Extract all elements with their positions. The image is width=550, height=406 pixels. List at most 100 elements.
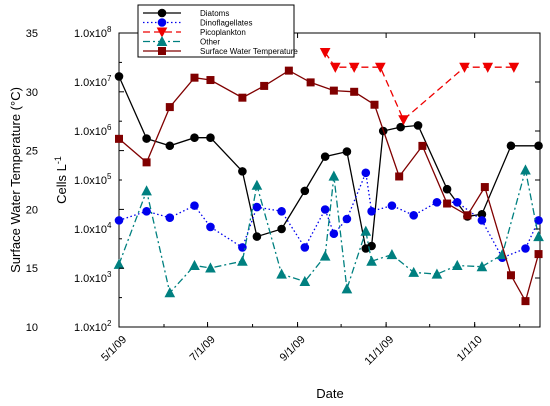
legend-label: Diatoms xyxy=(200,9,229,18)
data-point-dinoflagellates xyxy=(142,206,151,216)
right-y-tick-exponent: 4 xyxy=(107,221,112,230)
data-point-diatoms xyxy=(277,224,286,234)
right-y-tick-label: 1.0x106 xyxy=(74,123,112,138)
x-tick-label: 1/1/10 xyxy=(455,334,485,364)
data-point-other xyxy=(328,170,340,181)
legend-entry-surface-water-temperature: Surface Water Temperature xyxy=(143,47,298,56)
data-point-diatoms xyxy=(442,184,452,194)
legend-label: Surface Water Temperature xyxy=(200,47,298,56)
legend-marker xyxy=(156,27,168,38)
right-y-tick-base: 1.0x10 xyxy=(74,273,107,285)
data-point-other xyxy=(251,179,263,190)
data-point-diatoms xyxy=(190,133,199,142)
data-point-dinoflagellates xyxy=(329,229,339,239)
data-point-diatoms xyxy=(238,167,247,176)
right-y-axis: 1.0x1021.0x1031.0x1041.0x1051.0x1061.0x1… xyxy=(74,25,540,334)
data-point-other xyxy=(451,259,463,270)
data-point-surface-water-temperature xyxy=(115,134,123,143)
right-y-tick-exponent: 6 xyxy=(107,123,112,132)
left-y-tick-label: 15 xyxy=(26,263,38,275)
x-tick-label: 5/1/09 xyxy=(99,334,129,364)
data-point-surface-water-temperature xyxy=(395,172,404,181)
data-point-dinoflagellates xyxy=(114,216,124,225)
x-tick-label: 9/1/09 xyxy=(278,334,308,364)
data-point-diatoms xyxy=(142,134,151,143)
series-picoplankton xyxy=(319,47,520,126)
data-point-other xyxy=(366,255,377,266)
data-point-surface-water-temperature xyxy=(480,183,489,192)
left-y-tick-label: 20 xyxy=(26,204,38,216)
legend-entry-picoplankton: Picoplankton xyxy=(143,27,246,38)
series-line-other xyxy=(118,169,540,295)
series-line-surface-water-temperature xyxy=(118,69,540,303)
data-point-other xyxy=(237,255,248,266)
data-point-other xyxy=(189,259,200,270)
data-point-dinoflagellates xyxy=(432,198,442,207)
left-y-tick-label: 25 xyxy=(26,146,38,158)
right-y-axis-title-exp: -1 xyxy=(53,156,63,164)
data-point-other xyxy=(276,268,287,279)
series-other xyxy=(113,164,544,298)
data-point-other xyxy=(299,275,311,286)
right-y-tick-base: 1.0x10 xyxy=(74,175,107,187)
right-y-tick-exponent: 2 xyxy=(107,319,112,328)
series-surface-water-temperature xyxy=(115,66,543,306)
right-y-tick-base: 1.0x10 xyxy=(74,28,107,40)
data-point-surface-water-temperature xyxy=(329,86,338,95)
data-point-other xyxy=(476,261,488,272)
right-y-tick-label: 1.0x103 xyxy=(74,270,112,285)
data-point-surface-water-temperature xyxy=(350,87,359,96)
data-point-diatoms xyxy=(300,186,310,196)
data-point-picoplankton xyxy=(374,62,386,73)
legend: DiatomsDinoflagellatesPicoplanktonOtherS… xyxy=(137,4,298,58)
right-y-tick-exponent: 3 xyxy=(107,270,112,279)
data-point-diatoms xyxy=(506,141,516,151)
data-point-other xyxy=(205,262,216,273)
data-point-picoplankton xyxy=(482,62,494,73)
data-point-diatoms xyxy=(252,232,262,241)
legend-marker xyxy=(157,8,167,18)
legend-entry-diatoms: Diatoms xyxy=(143,8,229,18)
data-point-diatoms xyxy=(206,133,215,142)
legend-entry-other: Other xyxy=(143,35,220,47)
data-point-picoplankton xyxy=(319,47,331,59)
data-point-surface-water-temperature xyxy=(521,297,530,306)
data-point-surface-water-temperature xyxy=(284,66,293,75)
data-point-surface-water-temperature xyxy=(142,158,151,167)
data-point-surface-water-temperature xyxy=(260,81,269,90)
data-point-diatoms xyxy=(413,121,423,130)
data-point-dinoflagellates xyxy=(206,222,215,232)
data-point-dinoflagellates xyxy=(165,213,175,223)
data-point-dinoflagellates xyxy=(361,168,371,178)
legend-label: Dinoflagellates xyxy=(200,19,252,28)
data-point-dinoflagellates xyxy=(252,202,262,212)
data-point-surface-water-temperature xyxy=(165,103,174,112)
data-point-surface-water-temperature xyxy=(506,271,515,280)
left-y-tick-label: 10 xyxy=(26,322,38,334)
data-point-dinoflagellates xyxy=(367,206,376,216)
data-point-other xyxy=(113,258,125,269)
data-point-surface-water-temperature xyxy=(190,73,199,82)
data-point-dinoflagellates xyxy=(320,205,330,214)
data-point-other xyxy=(164,287,176,298)
legend-label: Other xyxy=(200,38,220,47)
data-point-picoplankton xyxy=(348,62,360,73)
right-y-tick-label: 1.0x104 xyxy=(74,221,112,236)
data-point-dinoflagellates xyxy=(300,243,310,252)
x-tick-label: 7/1/09 xyxy=(188,334,218,364)
data-point-dinoflagellates xyxy=(477,216,487,225)
right-y-tick-exponent: 5 xyxy=(107,172,112,181)
data-point-other xyxy=(408,266,420,277)
data-point-surface-water-temperature xyxy=(370,100,379,109)
data-point-other xyxy=(319,250,331,261)
left-y-axis-title: Surface Water Temperature (°C) xyxy=(8,87,23,273)
data-point-surface-water-temperature xyxy=(463,211,472,220)
right-y-axis-title-text: Cells L xyxy=(54,164,69,204)
data-point-other xyxy=(533,231,544,242)
data-point-dinoflagellates xyxy=(190,201,199,210)
data-point-dinoflagellates xyxy=(452,198,462,207)
data-point-other xyxy=(386,249,398,260)
series-line-picoplankton xyxy=(324,52,514,121)
legend-marker xyxy=(157,18,167,27)
